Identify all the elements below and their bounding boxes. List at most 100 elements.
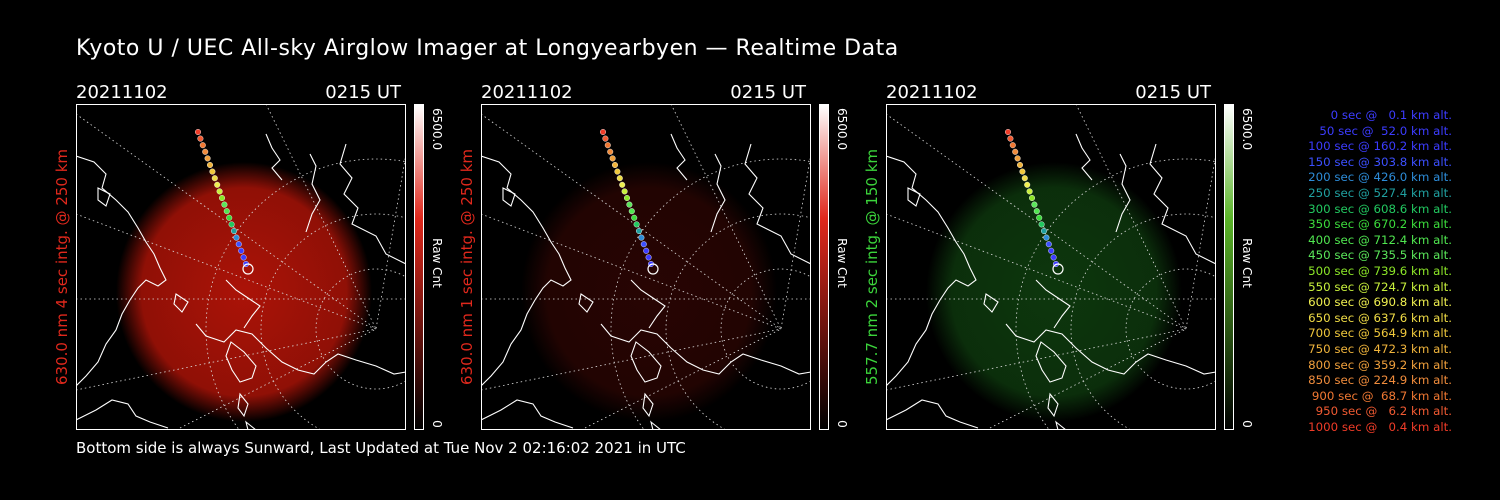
coastlines	[885, 133, 1217, 431]
panel-wavelength-label: 630.0 nm 1 sec intg. @ 250 km	[458, 148, 476, 386]
trajectory-point	[1026, 188, 1033, 195]
colorbar-unit: Raw Cnt	[835, 238, 849, 288]
legend-entry: 750 sec @ 472.3 km alt.	[1308, 341, 1452, 356]
trajectory-point	[602, 135, 609, 142]
legend-entry: 950 sec @ 6.2 km alt.	[1315, 404, 1452, 419]
trajectory-point	[633, 221, 640, 228]
panel-wavelength-label: 630.0 nm 4 sec intg. @ 250 km	[53, 148, 71, 386]
trajectory-point	[609, 155, 616, 162]
legend-entry: 800 sec @ 359.2 km alt.	[1308, 357, 1452, 372]
colorbar-max: 6500.0	[835, 108, 849, 150]
trajectory-point	[1019, 168, 1026, 175]
trajectory-point	[204, 155, 211, 162]
airglow-image	[521, 162, 777, 422]
trajectory-point	[1048, 247, 1055, 254]
legend-entry: 350 sec @ 670.2 km alt.	[1308, 217, 1452, 232]
panel-date: 20211102	[481, 82, 573, 103]
trajectory-point	[221, 201, 228, 208]
sky-map	[885, 103, 1357, 500]
trajectory-point	[626, 201, 633, 208]
trajectory-point	[235, 241, 242, 248]
trajectory-point	[604, 142, 611, 149]
legend-entry: 400 sec @ 712.4 km alt.	[1308, 232, 1452, 247]
coastlines	[75, 133, 407, 431]
trajectory-point	[214, 181, 221, 188]
legend-entry: 300 sec @ 608.6 km alt.	[1308, 201, 1452, 216]
trajectory-track	[599, 129, 659, 275]
legend-entry: 100 sec @ 160.2 km alt.	[1308, 139, 1452, 154]
trajectory-track	[194, 129, 254, 275]
trajectory-point	[218, 194, 225, 201]
trajectory-track	[1004, 129, 1064, 275]
panel-time: 0215 UT	[325, 82, 401, 103]
trajectory-point	[223, 208, 230, 215]
trajectory-point	[599, 129, 606, 136]
trajectory-point	[640, 241, 647, 248]
sky-map-svg	[75, 103, 547, 500]
colorbar-unit: Raw Cnt	[430, 238, 444, 288]
colorbar-min: 0	[430, 420, 444, 428]
colorbar-unit: Raw Cnt	[1240, 238, 1254, 288]
trajectory-point	[216, 188, 223, 195]
airglow-image	[926, 162, 1182, 422]
coastlines	[480, 133, 812, 431]
colorbar-min: 0	[1240, 420, 1254, 428]
colorbar-min: 0	[835, 420, 849, 428]
trajectory-point	[607, 148, 614, 155]
trajectory-point	[194, 129, 201, 136]
trajectory-point	[628, 208, 635, 215]
legend-entry: 250 sec @ 527.4 km alt.	[1308, 185, 1452, 200]
panel-time: 0215 UT	[1135, 82, 1211, 103]
imager-panel-1: 20211102 0215 UT 630.0 nm 4 sec intg. @ …	[53, 78, 547, 500]
trajectory-point	[1040, 227, 1047, 234]
trajectory-point	[1012, 148, 1019, 155]
panel-time: 0215 UT	[730, 82, 806, 103]
legend-entry: 0 sec @ 0.1 km alt.	[1330, 108, 1452, 122]
sky-map-svg	[885, 103, 1357, 500]
colorbar	[819, 104, 829, 430]
legend-entry: 900 sec @ 68.7 km alt.	[1311, 388, 1452, 403]
legend-entry: 500 sec @ 739.6 km alt.	[1308, 263, 1452, 278]
legend-entry: 600 sec @ 690.8 km alt.	[1308, 295, 1452, 310]
trajectory-point	[202, 148, 209, 155]
trajectory-point	[623, 194, 630, 201]
panel-wavelength-label: 557.7 nm 2 sec intg. @ 150 km	[863, 148, 881, 386]
trajectory-point	[621, 188, 628, 195]
page-title: Kyoto U / UEC All-sky Airglow Imager at …	[76, 36, 899, 61]
station-marker	[242, 263, 254, 275]
trajectory-point	[1028, 194, 1035, 201]
trajectory-point	[643, 247, 650, 254]
trajectory-point	[1004, 129, 1011, 136]
panel-date: 20211102	[886, 82, 978, 103]
station-marker	[1052, 263, 1064, 275]
legend-entry: 200 sec @ 426.0 km alt.	[1308, 170, 1452, 185]
trajectory-point	[614, 168, 621, 175]
trajectory-point	[1024, 181, 1031, 188]
colorbar-max: 6500.0	[1240, 108, 1254, 150]
trajectory-point	[638, 234, 645, 241]
colorbar-max: 6500.0	[430, 108, 444, 150]
trajectory-point	[226, 214, 233, 221]
legend-entry: 850 sec @ 224.9 km alt.	[1308, 373, 1452, 388]
trajectory-point	[209, 168, 216, 175]
trajectory-point	[199, 142, 206, 149]
trajectory-point	[1038, 221, 1045, 228]
legend-entry: 700 sec @ 564.9 km alt.	[1308, 326, 1452, 341]
colorbar	[414, 104, 424, 430]
trajectory-point	[631, 214, 638, 221]
trajectory-point	[1007, 135, 1014, 142]
imager-panel-3: 20211102 0215 UT 557.7 nm 2 sec intg. @ …	[863, 78, 1357, 500]
sky-map	[75, 103, 547, 500]
trajectory-point	[1031, 201, 1038, 208]
sky-map	[480, 103, 952, 500]
legend-entry: 550 sec @ 724.7 km alt.	[1308, 279, 1452, 294]
trajectory-point	[211, 175, 218, 182]
trajectory-point	[230, 227, 237, 234]
legend-entry: 150 sec @ 303.8 km alt.	[1308, 154, 1452, 169]
trajectory-legend: 0 sec @ 0.1 km alt. 50 sec @ 52.0 km alt.…	[1262, 108, 1452, 435]
station-marker	[647, 263, 659, 275]
trajectory-point	[616, 175, 623, 182]
trajectory-point	[1021, 175, 1028, 182]
trajectory-point	[645, 254, 652, 261]
airglow-image	[116, 162, 372, 422]
